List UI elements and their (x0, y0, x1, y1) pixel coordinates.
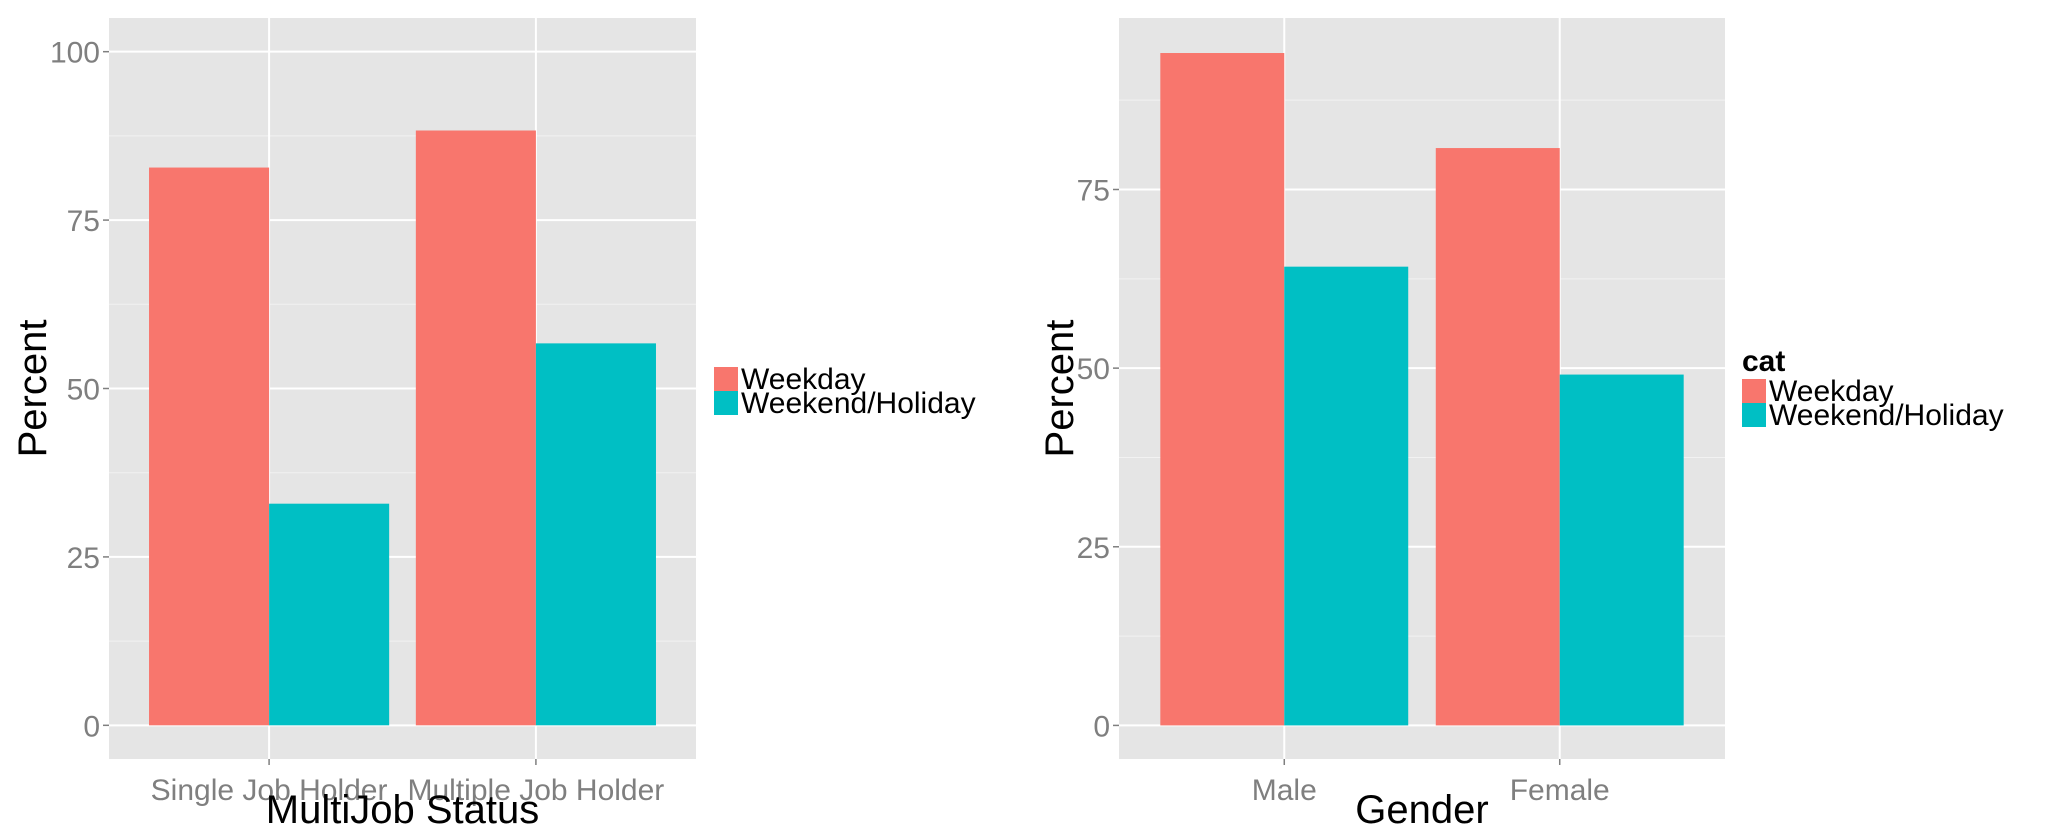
x-tick-label: Single Job Holder (151, 774, 388, 807)
bar-weekday-male (1160, 53, 1285, 726)
y-tick-label: 25 (67, 542, 100, 575)
y-tick-label: 50 (1077, 353, 1110, 386)
x-axis-title: MultiJob Status (266, 788, 539, 832)
bar-weekend-holiday-single-job-holder (269, 503, 390, 726)
bar-weekend-holiday-male (1284, 266, 1409, 726)
y-tick-label: 0 (1093, 710, 1110, 743)
x-tick-label: Multiple Job Holder (408, 774, 665, 807)
legend-key (714, 391, 738, 415)
y-tick-label: 25 (1077, 532, 1110, 565)
legend-label: Weekend/Holiday (741, 387, 976, 420)
legend-label: Weekday (1769, 375, 1894, 408)
legend-key (1742, 379, 1766, 403)
bar-weekday-female (1435, 148, 1560, 726)
x-tick-label: Male (1252, 774, 1317, 807)
y-tick-label: 75 (67, 205, 100, 238)
chart-multijob-status: 0 25 50 75 100 Single Job Holder Multiple Job … (11, 18, 976, 832)
y-tick-label: 75 (1077, 174, 1110, 207)
bar-weekday-multiple-job-holder (415, 130, 536, 726)
y-tick-label: 100 (50, 37, 100, 70)
y-tick-label: 0 (83, 710, 100, 743)
x-tick-label: Female (1510, 774, 1610, 807)
legend-title: cat (1742, 345, 1785, 378)
y-axis-title: Percent (11, 320, 55, 458)
bar-weekend-holiday-multiple-job-holder (535, 343, 656, 726)
legend-label: Weekend/Holiday (1769, 399, 2004, 432)
legend-key (1742, 403, 1766, 427)
y-axis-title: Percent (1038, 320, 1082, 458)
legend-key (714, 367, 738, 391)
legend-label: Weekday (741, 363, 866, 396)
x-axis-title: Gender (1355, 788, 1488, 832)
chart-gender: 0 25 50 75 Male Female Gender Percent catWeekday… (1038, 18, 2004, 832)
y-tick-label: 50 (67, 374, 100, 407)
bar-weekend-holiday-female (1559, 374, 1684, 726)
bar-weekday-single-job-holder (149, 167, 270, 726)
